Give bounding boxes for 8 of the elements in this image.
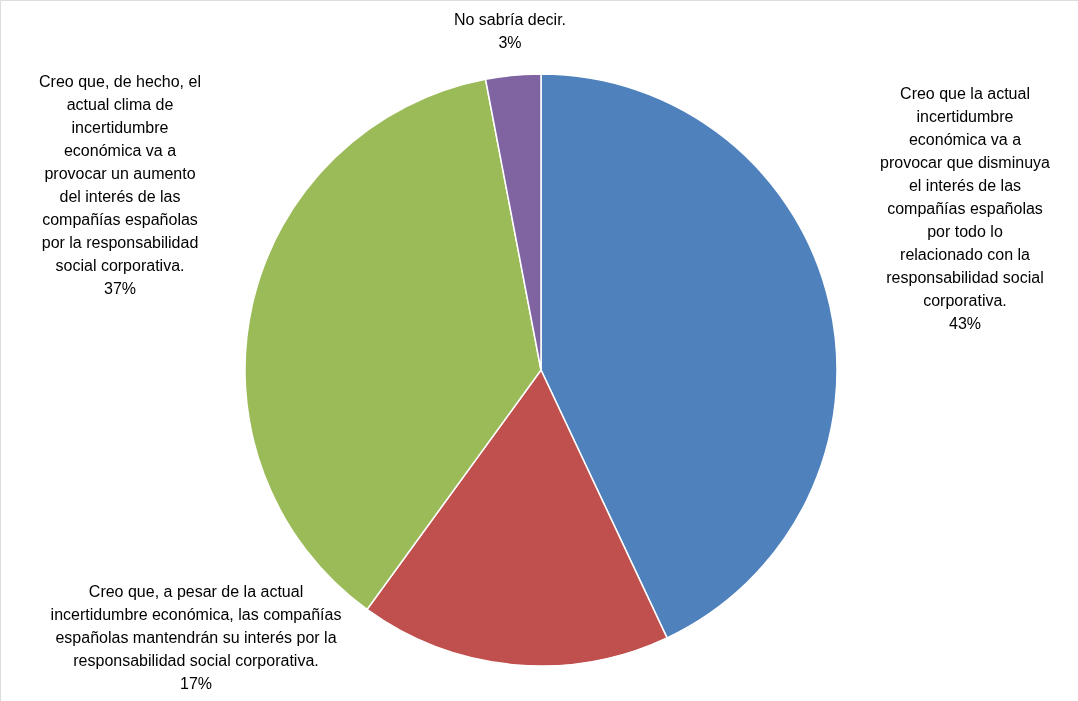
data-label: 37% — [103, 280, 137, 297]
data-label: 17% — [179, 675, 213, 692]
slice-label: Creo que, a pesar de la actual incertidumbre económica, las compañías españolas mantendrán su interés por la responsabilidad social corporativa. — [50, 583, 342, 669]
data-label: 43% — [948, 315, 982, 332]
category-label: Creo que, de hecho, el actual clima de incertidumbre económica va a provocar un aumento del interés de las compañías españolas por la responsabilidad social corporativa. — [39, 73, 201, 274]
slice-label: No sabría decir. — [453, 11, 567, 28]
data-label: 3% — [498, 34, 522, 51]
category-label: Creo que la actual incertidumbre económica va a provocar que disminuya el interés de las compañías españolas por todo lo relacionado con la responsabilidad social corporativa. — [880, 85, 1050, 309]
